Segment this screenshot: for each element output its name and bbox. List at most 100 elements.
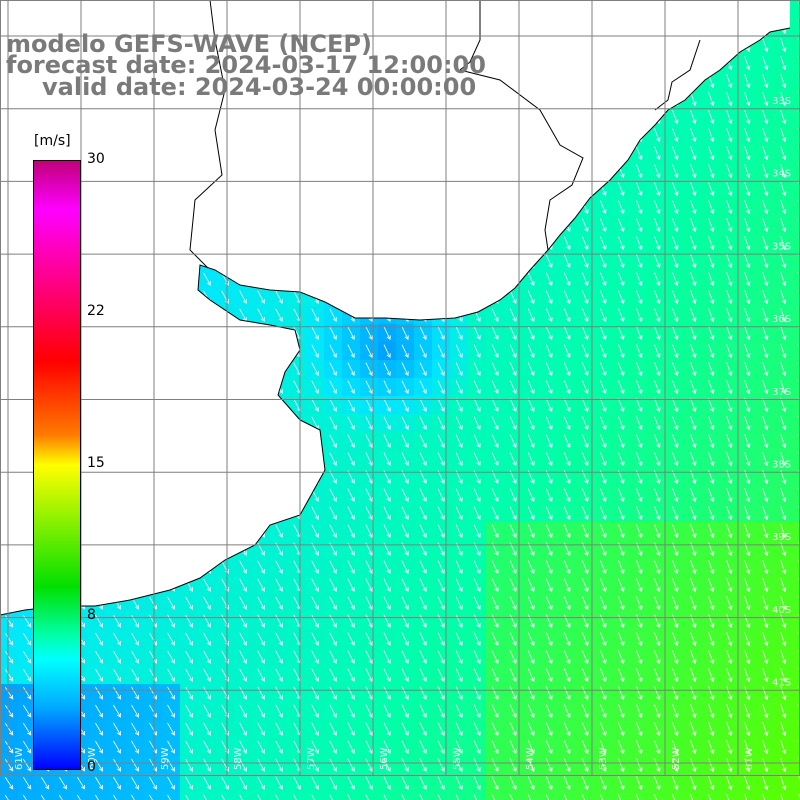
- wind-cell: [522, 792, 540, 800]
- wind-arrow: [690, 362, 697, 377]
- wind-arrow: [545, 668, 553, 683]
- wind-arrow: [509, 506, 517, 521]
- wind-arrow: [491, 506, 499, 521]
- wind-arrow: [762, 416, 769, 431]
- wind-cell: [756, 792, 774, 800]
- wind-arrow: [744, 686, 751, 701]
- wind-arrow: [780, 272, 787, 287]
- wind-arrow: [419, 668, 427, 683]
- wind-arrow: [654, 506, 661, 521]
- wind-arrow: [599, 686, 607, 701]
- wind-arrow: [690, 200, 697, 215]
- wind-arrow: [419, 686, 427, 701]
- wind-arrow: [383, 560, 391, 575]
- wind-arrow: [527, 794, 532, 800]
- wind-arrow: [95, 740, 104, 754]
- wind-arrow: [672, 776, 679, 791]
- wind-arrow: [419, 326, 427, 341]
- wind-arrow: [473, 560, 481, 575]
- wind-cell: [792, 234, 800, 252]
- wind-arrow: [780, 488, 787, 503]
- wind-arrow: [581, 416, 589, 431]
- wind-arrow: [618, 596, 625, 611]
- wind-arrow: [762, 254, 769, 269]
- wind-arrow: [491, 470, 499, 485]
- wind-arrow: [311, 380, 319, 394]
- wind-arrow: [780, 254, 787, 269]
- wind-arrow: [473, 704, 481, 719]
- wind-arrow: [527, 344, 535, 359]
- wind-arrow: [203, 578, 211, 592]
- wind-arrow: [545, 308, 553, 323]
- wind-arrow: [744, 578, 751, 593]
- wind-arrow: [690, 506, 697, 521]
- wind-arrow: [40, 794, 45, 800]
- wind-arrow: [636, 632, 643, 647]
- wind-arrow: [726, 776, 733, 791]
- wind-arrow: [654, 668, 661, 683]
- wind-arrow: [365, 362, 373, 377]
- wind-arrow: [690, 776, 697, 791]
- wind-cell: [648, 792, 666, 800]
- wind-arrow: [203, 740, 211, 754]
- wind-cell: [720, 792, 738, 800]
- wind-arrow: [690, 632, 697, 647]
- wind-arrow: [275, 668, 283, 682]
- wind-arrow: [329, 434, 337, 448]
- wind-cell: [792, 576, 800, 594]
- wind-arrow: [545, 596, 553, 611]
- wind-arrow: [618, 254, 625, 269]
- wind-arrow: [311, 506, 319, 520]
- wind-arrow: [744, 380, 751, 395]
- wind-arrow: [347, 488, 355, 503]
- wind-arrow: [347, 380, 355, 395]
- wind-arrow: [654, 308, 661, 323]
- wind-arrow: [654, 344, 661, 359]
- wind-arrow: [491, 416, 499, 431]
- wind-arrow: [365, 758, 373, 773]
- wind-arrow: [762, 218, 769, 233]
- wind-arrow: [563, 596, 571, 611]
- wind-arrow: [509, 632, 517, 647]
- wind-arrow: [329, 668, 337, 682]
- wind-arrow: [744, 308, 751, 323]
- wind-arrow: [419, 776, 427, 791]
- wind-arrow: [473, 776, 481, 791]
- wind-arrow: [347, 740, 355, 755]
- wind-arrow: [708, 794, 712, 800]
- wind-arrow: [509, 668, 517, 683]
- wind-arrow: [545, 578, 553, 593]
- wind-arrow: [708, 164, 715, 179]
- border-line-north: [189, 0, 226, 269]
- wind-arrow: [636, 326, 643, 341]
- wind-arrow: [365, 416, 373, 431]
- wind-arrow: [726, 236, 733, 251]
- wind-arrow: [455, 794, 459, 800]
- wind-arrow: [618, 794, 622, 800]
- wind-cell: [792, 774, 800, 792]
- wind-arrow: [563, 326, 571, 341]
- wind-arrow: [257, 686, 265, 700]
- lon-label: 57W: [306, 747, 317, 770]
- wind-arrow: [113, 632, 122, 646]
- wind-arrow: [77, 794, 81, 800]
- wind-arrow: [636, 290, 643, 305]
- wind-arrow: [293, 776, 301, 790]
- wind-arrow: [113, 794, 117, 800]
- lon-label: 53W: [598, 747, 609, 770]
- wind-arrow: [347, 596, 355, 611]
- wind-arrow: [672, 362, 679, 377]
- wind-cell: [792, 702, 800, 720]
- wind-arrow: [419, 560, 427, 575]
- wind-arrow: [527, 290, 535, 305]
- wind-arrow: [654, 650, 661, 665]
- wind-arrow: [563, 236, 571, 251]
- wind-arrow: [275, 794, 279, 800]
- wind-arrow: [780, 722, 787, 737]
- wind-arrow: [563, 722, 571, 737]
- grid-labels: 33S 34S 35S 36S 37S 38S 39S 40S 41S 61W 60W 59W 58W 5…: [14, 96, 791, 770]
- wind-arrow: [563, 452, 571, 467]
- wind-arrow: [455, 398, 463, 413]
- wind-arrow: [275, 740, 283, 754]
- wind-arrow: [437, 452, 445, 467]
